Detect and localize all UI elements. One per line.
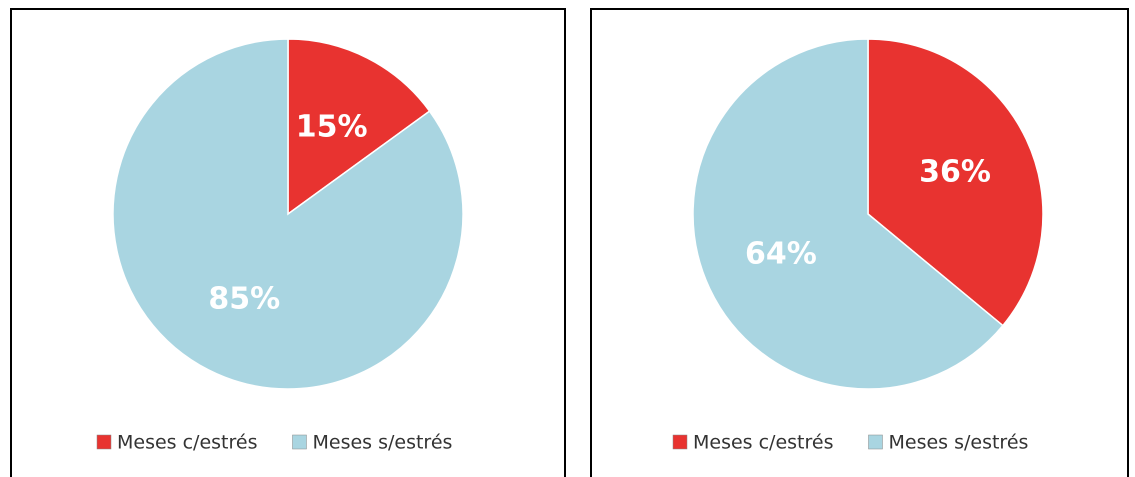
- legend-label: Meses c/estrés: [117, 432, 257, 454]
- value-label: 36%: [919, 155, 991, 190]
- legend-swatch: [292, 434, 307, 450]
- value-label: 64%: [745, 236, 817, 271]
- frame: [590, 8, 1129, 477]
- legend-swatch: [672, 434, 688, 450]
- legend-label: Meses c/estrés: [693, 432, 833, 454]
- value-label: 85%: [208, 281, 280, 316]
- value-label: 15%: [296, 110, 368, 145]
- pie-slice: [112, 38, 464, 390]
- legend-swatch: [868, 434, 883, 450]
- legend-label: Meses s/estrés: [888, 432, 1028, 454]
- legend-swatch: [96, 434, 112, 450]
- pie-slice: [867, 38, 1044, 327]
- pie-slice: [287, 38, 431, 216]
- legend-label: Meses s/estrés: [312, 432, 452, 454]
- frame: [10, 8, 566, 477]
- pie-slice: [692, 38, 1004, 390]
